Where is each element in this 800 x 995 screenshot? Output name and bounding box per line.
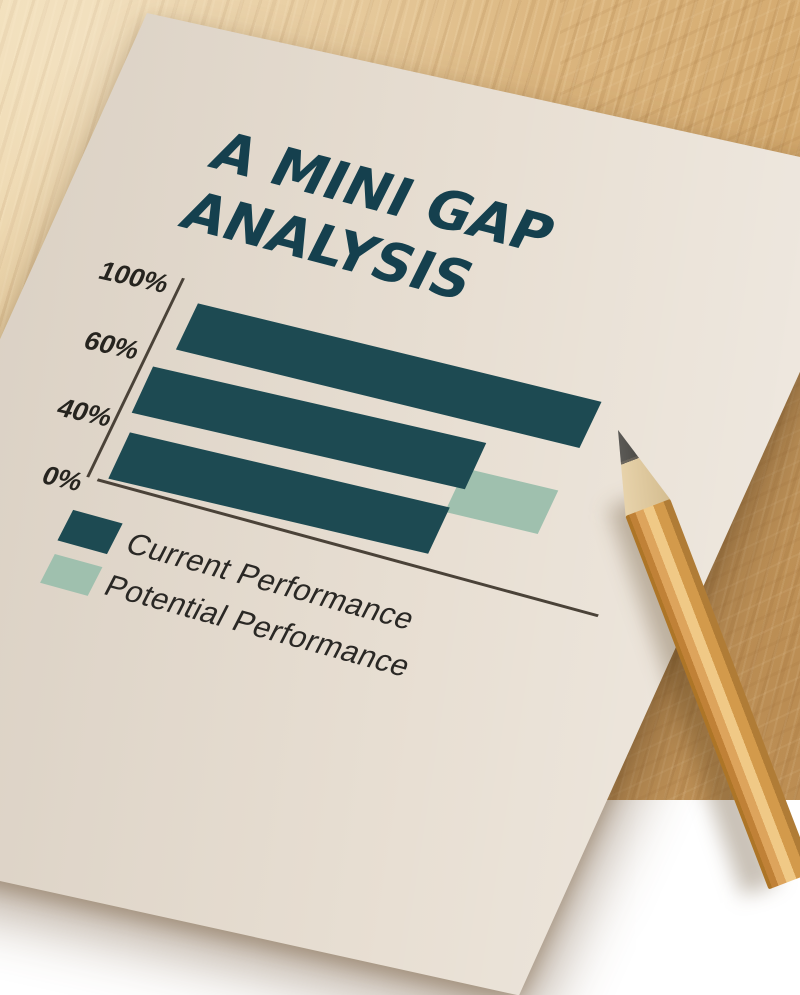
paper-sheet: A MINI GAP ANALYSIS 100% 60% 40% 0% Curr… [0,13,800,995]
legend-swatch-potential [40,554,103,596]
y-axis-tick-40: 40% [52,393,118,432]
legend-swatch-current [57,509,123,555]
y-axis-tick-100: 100% [94,256,174,299]
y-axis-tick-60: 60% [79,325,145,365]
